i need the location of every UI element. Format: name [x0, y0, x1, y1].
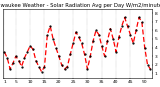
Title: Milwaukee Weather - Solar Radiation Avg per Day W/m2/minute: Milwaukee Weather - Solar Radiation Avg …	[0, 3, 160, 8]
